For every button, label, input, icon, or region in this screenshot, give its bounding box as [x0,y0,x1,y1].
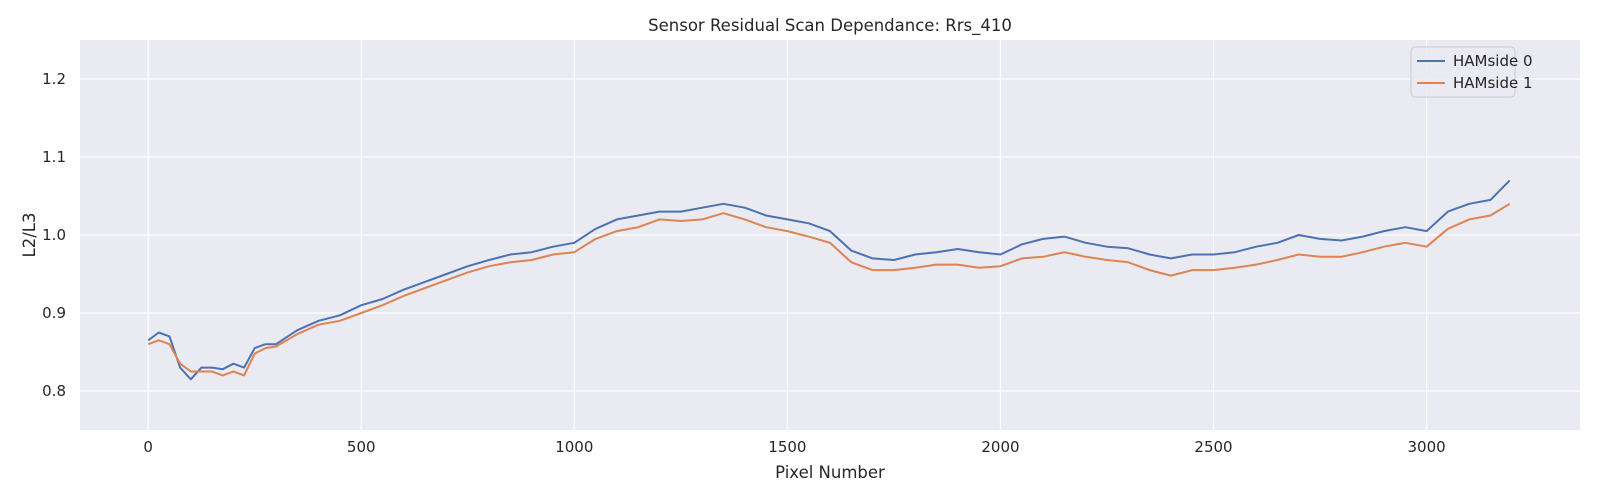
x-axis-label: Pixel Number [775,463,885,482]
y-tick-label: 1.0 [42,226,66,244]
series-line-1 [147,202,1511,377]
chart-title: Sensor Residual Scan Dependance: Rrs_410 [648,16,1012,36]
legend: HAMside 0 HAMside 1 [1410,46,1533,98]
x-tick-label: 2500 [1194,438,1232,456]
series-lines [147,179,1511,381]
y-tick-label: 1.1 [42,148,66,166]
series-line-0 [147,179,1511,381]
x-tick-label: 3000 [1407,438,1445,456]
y-axis: 0.8 0.9 1.0 1.1 1.2 [42,70,66,400]
x-axis: 0 500 1000 1500 2000 2500 3000 [143,438,1445,456]
y-tick-label: 1.2 [42,70,66,88]
x-tick-label: 2000 [981,438,1019,456]
x-tick-label: 1500 [768,438,806,456]
grid-lines [80,40,1580,430]
legend-box [1410,46,1516,98]
legend-label-1: HAMside 1 [1453,74,1533,92]
y-tick-label: 0.9 [42,304,66,322]
x-tick-label: 1000 [555,438,593,456]
x-tick-label: 500 [347,438,376,456]
x-tick-label: 0 [143,438,153,456]
legend-label-0: HAMside 0 [1453,52,1533,70]
y-axis-label: L2/L3 [20,213,39,258]
y-tick-label: 0.8 [42,382,66,400]
